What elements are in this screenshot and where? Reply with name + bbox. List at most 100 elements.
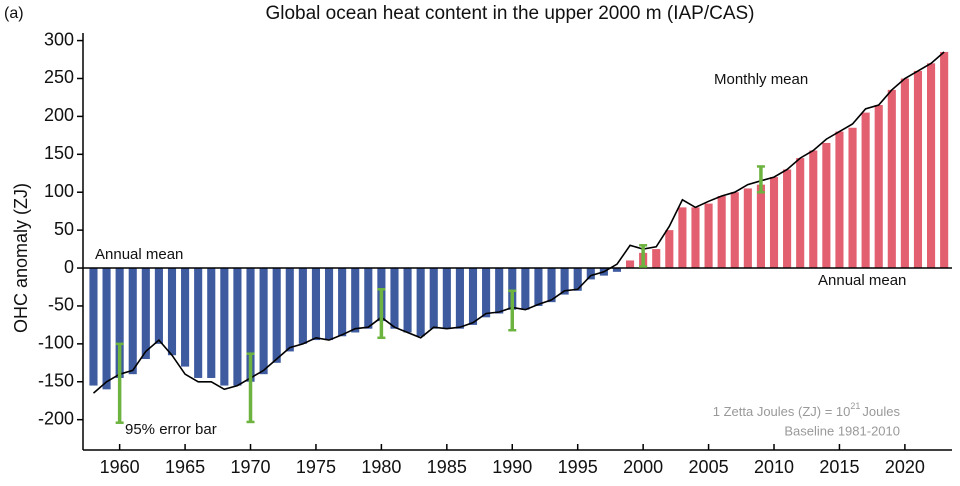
bar [285, 268, 294, 352]
unit-note-exponent: 21 [850, 401, 860, 411]
bar [233, 268, 242, 386]
bar [89, 268, 98, 386]
baseline-note: Baseline 1981-2010 [784, 423, 900, 438]
y-tick-label: 150 [44, 143, 74, 163]
error-bar [115, 342, 124, 424]
x-tick-label: 1965 [165, 457, 205, 477]
bar [809, 150, 818, 269]
bar [887, 89, 896, 269]
x-tick-label: 1980 [361, 457, 401, 477]
bar [338, 268, 347, 337]
bar [756, 184, 765, 269]
bar [730, 192, 739, 269]
bar [521, 268, 530, 310]
y-tick-label: -50 [48, 295, 74, 315]
x-tick-label: 1990 [492, 457, 532, 477]
x-tick-label: 2005 [689, 457, 729, 477]
bar [783, 169, 792, 269]
bar [468, 268, 478, 325]
x-tick-label: 1985 [427, 457, 467, 477]
legend-label: Annual mean [95, 246, 183, 263]
x-tick-label: 1970 [230, 457, 270, 477]
monthly-line [92, 51, 945, 394]
unit-note: 1 Zetta Joules (ZJ) = 1021 Joules [713, 401, 901, 419]
y-tick-label: 100 [44, 181, 74, 201]
bar [455, 268, 464, 329]
y-tick-label: -200 [38, 408, 74, 428]
bar [220, 268, 229, 386]
legend-label: Annual mean [818, 272, 906, 289]
y-tick-label: 200 [44, 105, 74, 125]
bar [822, 142, 831, 269]
bar [508, 268, 517, 310]
bar [167, 268, 177, 356]
bar [927, 63, 936, 269]
x-tick-label: 1960 [100, 457, 140, 477]
bar [665, 230, 674, 269]
bar [298, 268, 307, 344]
y-tick-label: 0 [64, 257, 74, 277]
bar [534, 268, 543, 306]
bar [154, 268, 163, 344]
bar [351, 268, 360, 333]
error-bar [756, 165, 765, 194]
bar [835, 131, 844, 269]
legend-label: Monthly mean [714, 71, 808, 88]
unit-note-part: Joules [862, 404, 900, 419]
bar [194, 268, 203, 378]
bar [390, 268, 399, 329]
bar [848, 127, 857, 269]
bar [874, 105, 883, 269]
bar [495, 268, 504, 314]
bar [691, 207, 700, 269]
bar [743, 188, 752, 269]
y-tick-label: -100 [38, 333, 74, 353]
bar [102, 268, 111, 390]
bar [913, 70, 923, 269]
bar [769, 177, 779, 269]
bar [115, 268, 124, 378]
bar [442, 268, 451, 329]
bar [246, 268, 255, 382]
bar [861, 112, 870, 269]
bar [311, 268, 321, 341]
y-axis-label: OHC anomaly (ZJ) [11, 183, 31, 333]
bar [612, 268, 622, 272]
error-bar [639, 244, 648, 268]
bar [259, 268, 268, 375]
error-bar [246, 352, 255, 424]
x-tick-label: 2010 [754, 457, 794, 477]
chart-title: Global ocean heat content in the upper 2… [265, 3, 754, 24]
bar [678, 207, 687, 269]
bar [364, 268, 373, 329]
bar [128, 268, 137, 375]
bar [403, 268, 412, 333]
bar [547, 268, 556, 303]
x-tick-label: 2000 [623, 457, 663, 477]
bar [625, 260, 635, 269]
bar [207, 268, 216, 378]
unit-note-part: 1 Zetta Joules (ZJ) = 10 [713, 404, 851, 419]
bar [573, 268, 582, 291]
x-tick-label: 2020 [885, 457, 925, 477]
x-tick-label: 1975 [296, 457, 336, 477]
bar [324, 268, 334, 341]
error-bar-label: 95% error bar [125, 421, 217, 438]
error-bar [377, 288, 386, 340]
bar [900, 78, 909, 269]
bar [429, 268, 438, 329]
panel-label: (a) [4, 5, 24, 22]
bar [482, 268, 491, 318]
x-tick-label: 1995 [558, 457, 598, 477]
y-tick-label: -150 [38, 371, 74, 391]
y-tick-label: 300 [44, 29, 74, 49]
bar [940, 51, 949, 269]
bar [652, 249, 661, 269]
error-bar [508, 289, 517, 332]
y-tick-label: 50 [54, 219, 74, 239]
bar [181, 268, 190, 367]
bar [717, 196, 726, 269]
bar [704, 203, 713, 269]
bar [560, 268, 569, 295]
